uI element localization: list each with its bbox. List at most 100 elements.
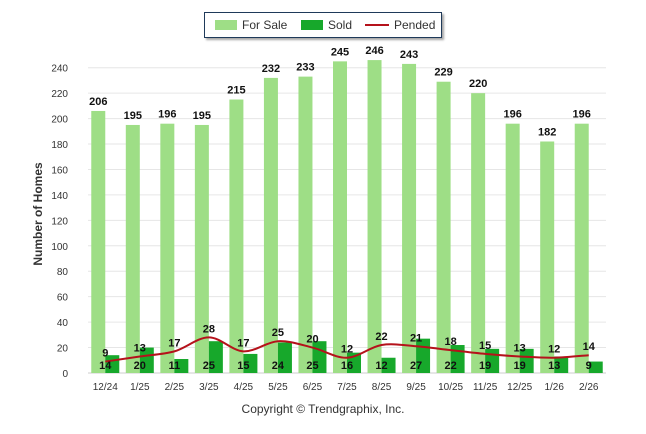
label-for-sale: 195 <box>193 110 211 122</box>
label-sold: 14 <box>99 360 112 372</box>
label-for-sale: 206 <box>89 96 107 108</box>
label-pended: 17 <box>237 337 249 349</box>
y-tick-label: 100 <box>51 242 68 253</box>
x-tick-label: 9/25 <box>406 382 426 393</box>
label-sold: 11 <box>169 360 181 372</box>
x-tick-label: 1/26 <box>544 382 564 393</box>
y-tick-label: 20 <box>57 344 69 355</box>
legend-label-pended: Pended <box>394 18 436 32</box>
label-pended: 18 <box>444 336 456 348</box>
bar-for-sale <box>160 123 175 373</box>
y-tick-label: 160 <box>51 165 68 176</box>
label-for-sale: 195 <box>124 110 142 122</box>
bar-sold <box>588 361 603 373</box>
label-sold: 20 <box>134 360 146 372</box>
y-tick-label: 60 <box>57 293 69 304</box>
label-sold: 19 <box>514 360 526 372</box>
x-tick-label: 8/25 <box>372 382 392 393</box>
x-tick-label: 2/25 <box>165 382 185 393</box>
y-tick-label: 220 <box>51 89 68 100</box>
label-pended: 15 <box>479 340 491 352</box>
y-tick-label: 120 <box>51 216 68 227</box>
bar-for-sale <box>367 60 382 373</box>
bar-for-sale <box>263 77 278 373</box>
label-sold: 24 <box>272 360 285 372</box>
bar-sold <box>139 347 154 373</box>
label-sold: 19 <box>479 360 491 372</box>
label-pended: 21 <box>410 332 422 344</box>
bar-sold <box>554 356 569 373</box>
label-pended: 13 <box>134 342 146 354</box>
label-pended: 22 <box>375 331 387 343</box>
legend-line-pended <box>365 24 389 26</box>
label-for-sale: 196 <box>573 109 591 121</box>
label-for-sale: 215 <box>227 85 245 97</box>
line-pended <box>105 336 589 363</box>
bar-sold <box>519 348 534 373</box>
label-sold: 15 <box>237 360 249 372</box>
label-for-sale: 182 <box>538 126 556 138</box>
bar-sold <box>208 341 223 373</box>
x-tick-label: 1/25 <box>130 382 150 393</box>
bar-for-sale <box>298 76 313 374</box>
label-sold: 16 <box>341 360 353 372</box>
label-pended: 17 <box>168 337 180 349</box>
x-tick-label: 5/25 <box>268 382 288 393</box>
legend-item-for-sale[interactable]: For Sale <box>215 17 287 33</box>
x-tick-label: 12/25 <box>507 382 532 393</box>
bar-for-sale <box>125 124 140 374</box>
y-tick-label: 40 <box>57 318 69 329</box>
label-sold: 25 <box>203 360 215 372</box>
bar-sold <box>277 342 292 373</box>
label-pended: 12 <box>548 344 560 356</box>
legend-label-for-sale: For Sale <box>242 18 288 32</box>
legend-item-pended[interactable]: Pended <box>365 17 435 33</box>
y-tick-label: 80 <box>57 267 69 278</box>
label-sold: 12 <box>375 360 387 372</box>
bar-for-sale <box>229 99 244 374</box>
bar-for-sale <box>540 141 555 373</box>
label-for-sale: 233 <box>296 62 314 74</box>
label-pended: 13 <box>514 342 526 354</box>
y-tick-label: 0 <box>62 369 68 380</box>
x-tick-label: 6/25 <box>303 382 323 393</box>
legend-label-sold: Sold <box>328 18 353 32</box>
legend-swatch-sold <box>301 20 323 30</box>
legend-swatch-for-sale <box>215 20 237 30</box>
x-tick-label: 2/26 <box>579 382 599 393</box>
bar-sold <box>243 353 258 373</box>
label-pended: 12 <box>341 344 353 356</box>
copyright-text: Copyright © Trendgraphix, Inc. <box>241 402 405 416</box>
label-pended: 25 <box>272 327 284 339</box>
label-pended: 14 <box>583 341 596 353</box>
label-pended: 20 <box>306 334 318 346</box>
label-for-sale: 246 <box>365 45 383 57</box>
label-sold: 27 <box>410 360 422 372</box>
y-axis-title: Number of Homes <box>31 162 45 266</box>
bar-for-sale <box>505 123 520 373</box>
x-tick-label: 12/24 <box>93 382 118 393</box>
label-sold: 22 <box>444 360 456 372</box>
bar-sold <box>381 357 396 373</box>
legend: For Sale Sold Pended <box>204 12 442 38</box>
y-tick-label: 180 <box>51 140 68 151</box>
x-tick-label: 10/25 <box>438 382 463 393</box>
label-sold: 9 <box>586 360 592 372</box>
label-for-sale: 196 <box>503 109 521 121</box>
x-tick-label: 11/25 <box>473 382 498 393</box>
y-tick-label: 140 <box>51 191 68 202</box>
x-tick-label: 7/25 <box>337 382 357 393</box>
bar-for-sale <box>471 93 486 373</box>
bar-for-sale <box>436 81 451 373</box>
bar-for-sale <box>333 61 347 374</box>
label-for-sale: 196 <box>158 109 176 121</box>
y-tick-label: 200 <box>51 115 68 126</box>
label-sold: 13 <box>548 360 560 372</box>
y-tick-label: 240 <box>51 64 68 75</box>
label-pended: 28 <box>203 323 215 335</box>
x-tick-label: 3/25 <box>199 382 219 393</box>
legend-item-sold[interactable]: Sold <box>301 17 352 33</box>
label-for-sale: 232 <box>262 63 280 75</box>
bar-for-sale <box>194 124 209 374</box>
